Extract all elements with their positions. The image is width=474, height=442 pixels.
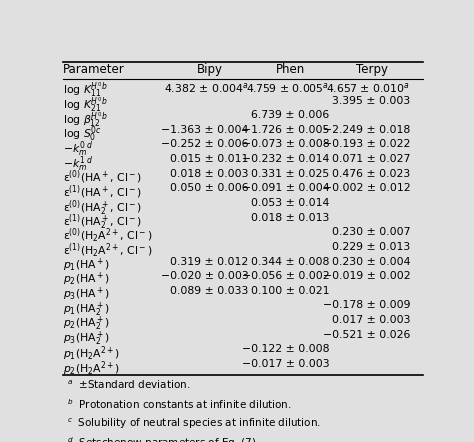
Text: $p_3$(HA$^+$): $p_3$(HA$^+$) (63, 286, 110, 303)
Text: −0.252 ± 0.006: −0.252 ± 0.006 (161, 140, 248, 149)
Text: Terpy: Terpy (356, 63, 388, 76)
Text: 0.100 ± 0.021: 0.100 ± 0.021 (251, 286, 329, 296)
Text: 4.382 ± 0.004$^a$: 4.382 ± 0.004$^a$ (164, 81, 248, 95)
Text: $p_3$(HA$_2^+$): $p_3$(HA$_2^+$) (63, 330, 110, 348)
Text: $p_2$(H$_2$A$^{2+}$): $p_2$(H$_2$A$^{2+}$) (63, 359, 120, 377)
Text: Phen: Phen (276, 63, 305, 76)
Text: ε$^{(0)}$(HA$^+$, Cl$^-$): ε$^{(0)}$(HA$^+$, Cl$^-$) (63, 169, 142, 187)
Text: 0.230 ± 0.004: 0.230 ± 0.004 (332, 256, 410, 267)
Text: −0.002 ± 0.012: −0.002 ± 0.012 (323, 183, 410, 194)
Text: 0.015 ± 0.011: 0.015 ± 0.011 (170, 154, 248, 164)
Text: −2.249 ± 0.018: −2.249 ± 0.018 (323, 125, 410, 135)
Text: 0.089 ± 0.033: 0.089 ± 0.033 (170, 286, 248, 296)
Text: −$k_m^1$$^d$: −$k_m^1$$^d$ (63, 154, 93, 174)
Text: −0.178 ± 0.009: −0.178 ± 0.009 (323, 301, 410, 310)
Text: −1.363 ± 0.004: −1.363 ± 0.004 (161, 125, 248, 135)
Text: ε$^{(0)}$(H$_2$A$^{2+}$, Cl$^-$): ε$^{(0)}$(H$_2$A$^{2+}$, Cl$^-$) (63, 227, 152, 245)
Text: 0.018 ± 0.013: 0.018 ± 0.013 (251, 213, 329, 223)
Text: 0.331 ± 0.025: 0.331 ± 0.025 (251, 169, 329, 179)
Text: 0.230 ± 0.007: 0.230 ± 0.007 (332, 227, 410, 237)
Text: Parameter: Parameter (63, 63, 125, 76)
Text: −$k_m^0$$^d$: −$k_m^0$$^d$ (63, 140, 93, 159)
Text: 0.071 ± 0.027: 0.071 ± 0.027 (332, 154, 410, 164)
Text: −0.122 ± 0.008: −0.122 ± 0.008 (242, 344, 329, 354)
Text: −0.019 ± 0.002: −0.019 ± 0.002 (323, 271, 410, 281)
Text: $^a$  ±Standard deviation.: $^a$ ±Standard deviation. (66, 379, 190, 391)
Text: −0.017 ± 0.003: −0.017 ± 0.003 (242, 359, 329, 369)
Text: ε$^{(1)}$(H$_2$A$^{2+}$, Cl$^-$): ε$^{(1)}$(H$_2$A$^{2+}$, Cl$^-$) (63, 242, 152, 260)
Text: $p_2$(HA$^+$): $p_2$(HA$^+$) (63, 271, 110, 289)
Text: 0.229 ± 0.013: 0.229 ± 0.013 (332, 242, 410, 252)
Text: log $K_{11}^{H^0}$$^b$: log $K_{11}^{H^0}$$^b$ (63, 81, 108, 99)
Text: 4.759 ± 0.005$^a$: 4.759 ± 0.005$^a$ (246, 81, 329, 95)
Text: 0.476 ± 0.023: 0.476 ± 0.023 (332, 169, 410, 179)
Text: 0.344 ± 0.008: 0.344 ± 0.008 (251, 256, 329, 267)
Text: −0.056 ± 0.002: −0.056 ± 0.002 (242, 271, 329, 281)
Text: −0.073 ± 0.008: −0.073 ± 0.008 (242, 140, 329, 149)
Text: −0.193 ± 0.022: −0.193 ± 0.022 (323, 140, 410, 149)
Text: 6.739 ± 0.006: 6.739 ± 0.006 (251, 110, 329, 120)
Text: 0.017 ± 0.003: 0.017 ± 0.003 (332, 315, 410, 325)
Text: −0.091 ± 0.004: −0.091 ± 0.004 (242, 183, 329, 194)
Text: ε$^{(1)}$(HA$^+$, Cl$^-$): ε$^{(1)}$(HA$^+$, Cl$^-$) (63, 183, 142, 201)
Text: −0.232 ± 0.014: −0.232 ± 0.014 (242, 154, 329, 164)
Text: log $K_{21}^{H^0}$$^b$: log $K_{21}^{H^0}$$^b$ (63, 95, 108, 114)
Text: 3.395 ± 0.003: 3.395 ± 0.003 (332, 95, 410, 106)
Text: −0.521 ± 0.026: −0.521 ± 0.026 (323, 330, 410, 340)
Text: ε$^{(0)}$(HA$_2^+$, Cl$^-$): ε$^{(0)}$(HA$_2^+$, Cl$^-$) (63, 198, 142, 217)
Text: $p_1$(HA$^+$): $p_1$(HA$^+$) (63, 256, 110, 274)
Text: log $\beta_{12}^{H^0}$$^b$: log $\beta_{12}^{H^0}$$^b$ (63, 110, 108, 129)
Text: 0.319 ± 0.012: 0.319 ± 0.012 (170, 256, 248, 267)
Text: 0.050 ± 0.006: 0.050 ± 0.006 (170, 183, 248, 194)
Text: Bipy: Bipy (197, 63, 223, 76)
Text: 0.018 ± 0.003: 0.018 ± 0.003 (170, 169, 248, 179)
Text: $p_2$(HA$_2^+$): $p_2$(HA$_2^+$) (63, 315, 110, 333)
Text: log $S_0^{0c}$: log $S_0^{0c}$ (63, 125, 101, 145)
Text: $^b$  Protonation constants at infinite dilution.: $^b$ Protonation constants at infinite d… (66, 397, 292, 411)
Text: $p_1$(H$_2$A$^{2+}$): $p_1$(H$_2$A$^{2+}$) (63, 344, 120, 363)
Text: $p_1$(HA$_2^+$): $p_1$(HA$_2^+$) (63, 301, 110, 319)
Text: −0.020 ± 0.003: −0.020 ± 0.003 (161, 271, 248, 281)
Text: ε$^{(1)}$(HA$_2^+$, Cl$^-$): ε$^{(1)}$(HA$_2^+$, Cl$^-$) (63, 213, 142, 232)
Text: $^c$  Solubility of neutral species at infinite dilution.: $^c$ Solubility of neutral species at in… (66, 416, 320, 431)
Text: $^d$  Setschenow parameters of Eq. (7).: $^d$ Setschenow parameters of Eq. (7). (66, 435, 259, 442)
Text: −1.726 ± 0.005: −1.726 ± 0.005 (242, 125, 329, 135)
Text: 0.053 ± 0.014: 0.053 ± 0.014 (251, 198, 329, 208)
Text: 4.657 ± 0.010$^a$: 4.657 ± 0.010$^a$ (327, 81, 410, 95)
